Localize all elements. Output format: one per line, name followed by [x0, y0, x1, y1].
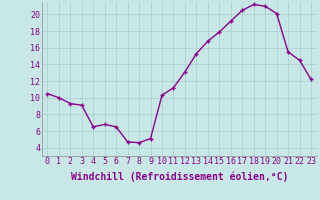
X-axis label: Windchill (Refroidissement éolien,°C): Windchill (Refroidissement éolien,°C) [70, 172, 288, 182]
